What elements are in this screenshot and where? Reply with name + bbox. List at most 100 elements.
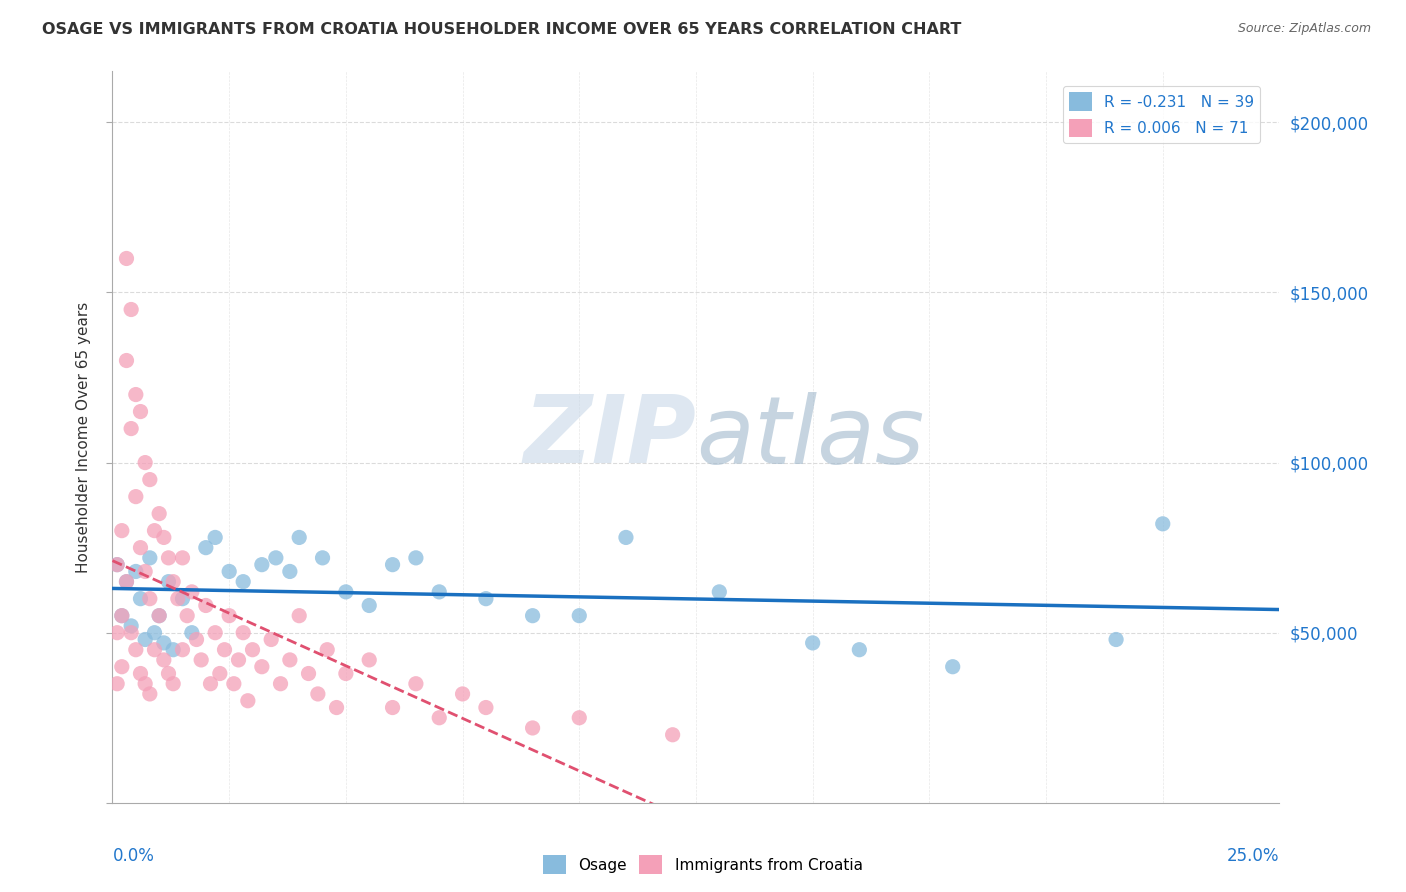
Point	[522, 721, 544, 735]
Point	[232, 625, 254, 640]
Point	[153, 636, 176, 650]
Point	[278, 565, 301, 579]
Point	[162, 677, 184, 691]
Point	[288, 531, 311, 545]
Point	[335, 585, 357, 599]
Point	[105, 558, 128, 572]
Point	[120, 619, 142, 633]
Point	[129, 404, 152, 418]
Point	[148, 507, 170, 521]
Point	[307, 687, 329, 701]
Legend: R = -0.231   N = 39, R = 0.006   N = 71: R = -0.231 N = 39, R = 0.006 N = 71	[1063, 87, 1260, 144]
Point	[111, 608, 134, 623]
Point	[288, 608, 311, 623]
Point	[120, 625, 142, 640]
Point	[264, 550, 287, 565]
Point	[568, 608, 591, 623]
Point	[129, 591, 152, 606]
Point	[942, 659, 965, 673]
Point	[111, 524, 134, 538]
Point	[129, 666, 152, 681]
Point	[143, 642, 166, 657]
Point	[172, 642, 194, 657]
Point	[236, 694, 259, 708]
Point	[297, 666, 319, 681]
Point	[200, 677, 222, 691]
Point	[162, 574, 184, 589]
Point	[250, 659, 273, 673]
Point	[359, 653, 381, 667]
Point	[125, 490, 148, 504]
Text: 25.0%: 25.0%	[1227, 847, 1279, 864]
Text: Source: ZipAtlas.com: Source: ZipAtlas.com	[1237, 22, 1371, 36]
Point	[157, 574, 180, 589]
Point	[157, 666, 180, 681]
Point	[143, 524, 166, 538]
Point	[148, 608, 170, 623]
Point	[451, 687, 474, 701]
Point	[111, 608, 134, 623]
Text: OSAGE VS IMMIGRANTS FROM CROATIA HOUSEHOLDER INCOME OVER 65 YEARS CORRELATION CH: OSAGE VS IMMIGRANTS FROM CROATIA HOUSEHO…	[42, 22, 962, 37]
Point	[180, 585, 202, 599]
Point	[204, 531, 226, 545]
Point	[260, 632, 283, 647]
Point	[139, 687, 162, 701]
Point	[125, 565, 148, 579]
Point	[139, 591, 162, 606]
Point	[405, 550, 427, 565]
Point	[153, 653, 176, 667]
Point	[381, 558, 404, 572]
Point	[129, 541, 152, 555]
Point	[186, 632, 208, 647]
Point	[105, 625, 128, 640]
Point	[111, 659, 134, 673]
Point	[278, 653, 301, 667]
Point	[134, 456, 156, 470]
Point	[232, 574, 254, 589]
Point	[359, 599, 381, 613]
Point	[242, 642, 264, 657]
Point	[1152, 516, 1174, 531]
Point	[139, 473, 162, 487]
Point	[105, 558, 128, 572]
Text: ZIP: ZIP	[523, 391, 696, 483]
Point	[120, 302, 142, 317]
Point	[134, 565, 156, 579]
Point	[427, 711, 450, 725]
Point	[325, 700, 347, 714]
Point	[148, 608, 170, 623]
Point	[214, 642, 236, 657]
Point	[172, 591, 194, 606]
Point	[190, 653, 212, 667]
Y-axis label: Householder Income Over 65 years: Householder Income Over 65 years	[76, 301, 91, 573]
Point	[1105, 632, 1128, 647]
Point	[316, 642, 339, 657]
Text: 0.0%: 0.0%	[112, 847, 155, 864]
Point	[176, 608, 198, 623]
Point	[270, 677, 292, 691]
Point	[848, 642, 870, 657]
Point	[115, 574, 138, 589]
Point	[194, 541, 217, 555]
Point	[194, 599, 217, 613]
Point	[661, 728, 683, 742]
Point	[218, 608, 240, 623]
Point	[801, 636, 824, 650]
Point	[427, 585, 450, 599]
Point	[250, 558, 273, 572]
Point	[228, 653, 250, 667]
Point	[153, 531, 176, 545]
Point	[475, 591, 498, 606]
Text: atlas: atlas	[696, 392, 924, 483]
Point	[381, 700, 404, 714]
Point	[222, 677, 245, 691]
Point	[125, 387, 148, 401]
Point	[166, 591, 188, 606]
Point	[120, 421, 142, 435]
Point	[162, 642, 184, 657]
Point	[143, 625, 166, 640]
Point	[180, 625, 202, 640]
Point	[105, 677, 128, 691]
Point	[134, 632, 156, 647]
Point	[134, 677, 156, 691]
